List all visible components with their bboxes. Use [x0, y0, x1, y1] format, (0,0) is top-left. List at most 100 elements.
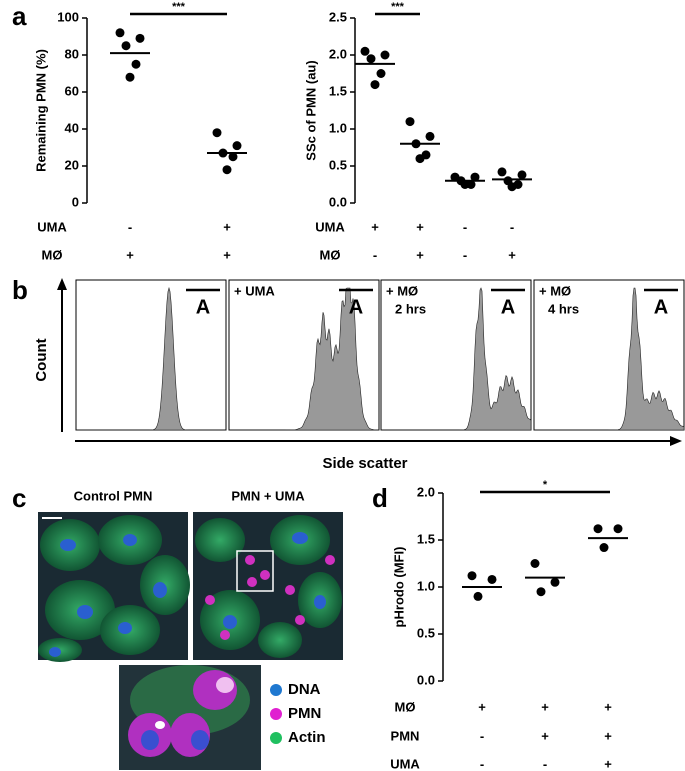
gate-label: A: [196, 296, 210, 318]
data-point: [470, 172, 480, 182]
condition-value: +: [416, 247, 424, 262]
condition-value: +: [416, 219, 424, 234]
micrograph-inset: [117, 663, 263, 771]
data-point: [550, 577, 560, 587]
data-point: [135, 33, 145, 43]
histogram-title: + MØ: [386, 283, 418, 298]
histogram: [229, 287, 380, 431]
data-point: [380, 50, 390, 60]
y-tick-label: 1.0: [417, 578, 435, 593]
condition-value: -: [373, 247, 377, 262]
condition-value: +: [604, 756, 612, 771]
image-title: Control PMN: [74, 488, 153, 503]
condition-name: PMN: [391, 728, 420, 743]
data-point: [370, 80, 380, 90]
legend-swatch: [270, 708, 282, 720]
significance-label: ***: [391, 1, 405, 13]
histogram-subtitle: 2 hrs: [395, 301, 426, 316]
data-point: [222, 165, 232, 175]
condition-value: -: [128, 219, 132, 234]
y-tick-label: 1.0: [329, 120, 347, 135]
axis-label: Side scatter: [322, 455, 407, 472]
data-point: [497, 167, 507, 177]
condition-value: -: [480, 756, 484, 771]
data-point: [415, 154, 425, 164]
legend-label: DNA: [288, 681, 321, 698]
y-axis-label: pHrodo (MFI): [391, 547, 406, 628]
histogram-subtitle: 4 hrs: [548, 301, 579, 316]
data-point: [599, 543, 609, 553]
histogram: [534, 287, 685, 431]
y-tick-label: 1.5: [329, 83, 347, 98]
y-tick-label: 80: [65, 46, 79, 61]
data-point: [125, 72, 135, 82]
y-axis-label: Remaining PMN (%): [33, 49, 48, 172]
gate-label: A: [654, 296, 668, 318]
condition-value: -: [480, 728, 484, 743]
condition-name: MØ: [320, 247, 341, 262]
histogram: [381, 287, 532, 431]
data-point: [517, 170, 527, 180]
histogram-title: + MØ: [539, 283, 571, 298]
significance-label: *: [543, 479, 548, 491]
data-point: [425, 131, 435, 141]
data-point: [460, 180, 470, 189]
data-point: [131, 59, 141, 69]
condition-value: -: [463, 219, 467, 234]
histogram-title: + UMA: [234, 283, 275, 298]
arrow-head: [670, 436, 682, 446]
data-point: [467, 571, 477, 581]
data-point: [593, 524, 603, 534]
data-point: [376, 69, 386, 78]
y-tick-label: 2.0: [417, 484, 435, 499]
data-point: [121, 41, 131, 51]
legend-label: Actin: [288, 729, 326, 746]
panel-label: d: [372, 483, 388, 513]
data-point: [507, 182, 517, 192]
y-tick-label: 2.0: [329, 46, 347, 61]
histogram: [76, 286, 226, 431]
y-tick-label: 2.5: [329, 9, 347, 24]
gate-label: A: [349, 296, 363, 318]
y-tick-label: 0.5: [329, 157, 347, 172]
axis-label: Count: [33, 338, 50, 381]
condition-value: +: [478, 699, 486, 714]
condition-value: +: [371, 219, 379, 234]
condition-value: -: [463, 247, 467, 262]
condition-value: +: [541, 699, 549, 714]
y-tick-label: 0.0: [417, 672, 435, 687]
condition-value: -: [510, 219, 514, 234]
y-axis-label: SSc of PMN (au): [303, 60, 318, 160]
y-tick-label: 60: [65, 83, 79, 98]
condition-value: +: [223, 219, 231, 234]
condition-name: UMA: [390, 756, 420, 771]
legend-swatch: [270, 732, 282, 744]
panel-label: c: [12, 483, 26, 513]
data-point: [487, 574, 497, 584]
y-tick-label: 100: [57, 9, 79, 24]
image-title: PMN + UMA: [231, 488, 305, 503]
condition-value: +: [604, 699, 612, 714]
data-point: [232, 141, 242, 151]
condition-name: UMA: [315, 219, 345, 234]
data-point: [212, 128, 222, 138]
y-tick-label: 20: [65, 157, 79, 172]
legend-label: PMN: [288, 705, 321, 722]
condition-value: +: [223, 247, 231, 262]
data-point: [405, 117, 415, 127]
arrow-head: [57, 278, 67, 290]
y-tick-label: 1.5: [417, 531, 435, 546]
y-tick-label: 0.5: [417, 625, 435, 640]
panel-label: b: [12, 275, 28, 305]
condition-value: +: [541, 728, 549, 743]
data-point: [360, 46, 370, 56]
y-tick-label: 0.0: [329, 194, 347, 209]
condition-value: +: [604, 728, 612, 743]
data-point: [530, 559, 540, 568]
panel-label: a: [12, 1, 27, 31]
y-tick-label: 40: [65, 120, 79, 135]
condition-value: +: [126, 247, 134, 262]
condition-value: -: [543, 756, 547, 771]
legend-swatch: [270, 684, 282, 696]
micrograph: [193, 512, 343, 660]
